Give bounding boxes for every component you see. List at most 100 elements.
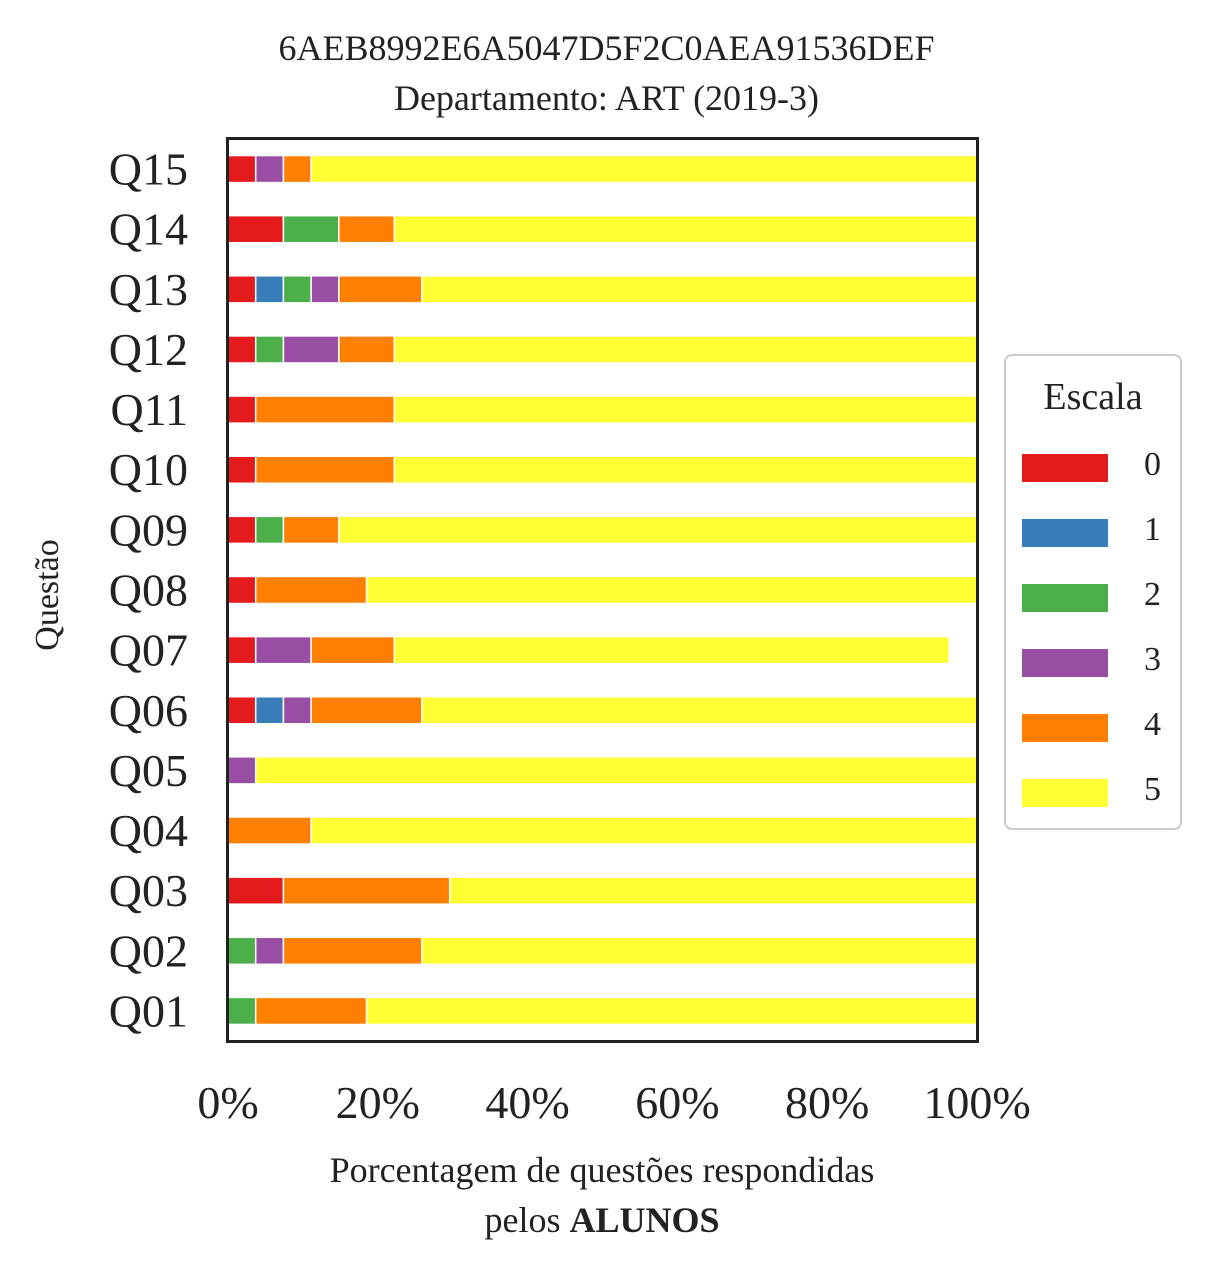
bar-segment-q11-scale-4: [254, 395, 396, 424]
y-tick-label-q13: Q13: [109, 264, 188, 315]
bar-segment-q06-scale-3: [282, 695, 312, 725]
bar-segment-q14-scale-2: [282, 214, 340, 244]
bar-segment-q12-scale-4: [338, 335, 396, 364]
x-tick-label: 80%: [785, 1077, 869, 1128]
bar-segment-q09-scale-2: [254, 515, 285, 545]
bar-segment-q14-scale-0: [227, 214, 285, 244]
legend-item-4: 4: [1006, 706, 1180, 746]
bar-segment-q02-scale-2: [227, 936, 257, 966]
y-tick-label-q07: Q07: [109, 625, 188, 676]
bar-segment-q12-scale-2: [254, 335, 285, 364]
bar-segment-q12-scale-0: [227, 335, 257, 364]
bar-segment-q15-scale-0: [227, 154, 257, 184]
legend-swatch-0: [1022, 454, 1108, 482]
legend-title: Escala: [1043, 376, 1143, 418]
bar-segment-q08-scale-5: [365, 575, 978, 605]
bar-segment-q13-scale-3: [310, 275, 340, 304]
bar-segment-q12-scale-3: [282, 335, 340, 364]
x-tick-label: 20%: [336, 1077, 420, 1128]
x-axis-label-prefix: pelos: [484, 1200, 561, 1240]
legend-swatch-3: [1022, 649, 1108, 677]
bar-segment-q06-scale-5: [421, 695, 978, 725]
bar-segment-q06-scale-1: [254, 695, 285, 725]
chart-subtitle: Departamento: ART (2019-3): [393, 78, 820, 118]
x-tick-label: 40%: [485, 1077, 569, 1128]
y-tick-label-q04: Q04: [109, 805, 188, 856]
bar-segment-q04-scale-4: [227, 816, 312, 845]
bar-segment-q09-scale-5: [338, 515, 978, 545]
y-tick-label-q12: Q12: [109, 324, 188, 375]
legend-item-3: 3: [1006, 641, 1180, 681]
y-tick-label-q01: Q01: [109, 985, 188, 1036]
y-tick-label-q02: Q02: [109, 925, 188, 976]
bar-segment-q08-scale-0: [227, 575, 257, 605]
bar-segment-q10-scale-0: [227, 455, 257, 485]
bar-segment-q02-scale-5: [421, 936, 978, 966]
legend-item-0: 0: [1006, 446, 1180, 486]
bar-segment-q12-scale-5: [393, 335, 978, 364]
bar-segment-q07-scale-0: [227, 635, 257, 665]
bar-segment-q13-scale-4: [338, 275, 423, 304]
chart-title: 6AEB8992E6A5047D5F2C0AEA91536DEF: [278, 28, 935, 68]
bar-segment-q06-scale-0: [227, 695, 257, 725]
bar-segment-q04-scale-5: [310, 816, 978, 845]
legend-label-0: 0: [1144, 446, 1161, 483]
x-axis-label-bold: ALUNOS: [569, 1200, 720, 1240]
legend-label-1: 1: [1144, 511, 1161, 548]
bar-segment-q10-scale-5: [393, 455, 978, 485]
x-axis-label-line1: Porcentagem de questões respondidas: [329, 1150, 875, 1190]
legend-label-2: 2: [1144, 576, 1161, 613]
bar-segment-q14-scale-4: [338, 214, 396, 244]
bar-segment-q09-scale-0: [227, 515, 257, 545]
y-tick-label-q08: Q08: [109, 565, 188, 616]
y-tick-label-q10: Q10: [109, 444, 188, 495]
x-tick-label: 0%: [197, 1077, 258, 1128]
legend-item-1: 1: [1006, 511, 1180, 551]
bar-segment-q05-scale-3: [227, 756, 257, 785]
bar-segment-q05-scale-5: [254, 756, 978, 785]
bar-segment-q06-scale-4: [310, 695, 423, 725]
x-tick-label: 100%: [923, 1077, 1030, 1128]
bar-segment-q13-scale-5: [421, 275, 978, 304]
y-tick-label-q15: Q15: [109, 144, 188, 195]
bar-segment-q11-scale-5: [393, 395, 978, 424]
legend-swatch-5: [1022, 779, 1108, 807]
legend-label-3: 3: [1144, 641, 1161, 678]
legend-swatch-1: [1022, 519, 1108, 547]
y-tick-label-q11: Q11: [110, 384, 188, 435]
legend-item-5: 5: [1006, 771, 1180, 811]
legend-item-2: 2: [1006, 576, 1180, 616]
bar-segment-q11-scale-0: [227, 395, 257, 424]
bar-segment-q01-scale-5: [365, 996, 978, 1026]
x-tick-label: 60%: [635, 1077, 719, 1128]
bar-segment-q01-scale-2: [227, 996, 257, 1026]
bar-segment-q13-scale-1: [254, 275, 285, 304]
y-tick-label-q06: Q06: [109, 685, 188, 736]
bar-segment-q08-scale-4: [254, 575, 368, 605]
y-tick-label-q09: Q09: [109, 504, 188, 555]
bar-segment-q03-scale-5: [448, 876, 978, 905]
legend-label-5: 5: [1144, 771, 1161, 808]
y-tick-label-q03: Q03: [109, 865, 188, 916]
y-axis-label: Questão: [29, 539, 66, 651]
bar-segment-q15-scale-3: [254, 154, 285, 184]
bar-segment-q02-scale-3: [254, 936, 285, 966]
bar-segment-q07-scale-4: [310, 635, 396, 665]
bar-segment-q15-scale-5: [310, 154, 978, 184]
bar-segment-q14-scale-5: [393, 214, 978, 244]
x-axis-label-line2: pelos ALUNOS: [202, 1202, 1002, 1238]
bar-segment-q07-scale-5: [393, 635, 951, 665]
bar-segment-q10-scale-4: [254, 455, 396, 485]
y-tick-label-q14: Q14: [109, 204, 188, 255]
legend: Escala 0 1 2 3 4 5: [1004, 354, 1182, 830]
legend-swatch-4: [1022, 714, 1108, 742]
bar-segment-q13-scale-0: [227, 275, 257, 304]
bar-segment-q03-scale-0: [227, 876, 285, 905]
legend-label-4: 4: [1144, 706, 1161, 743]
bar-segment-q13-scale-2: [282, 275, 312, 304]
bar-segment-q01-scale-4: [254, 996, 368, 1026]
bar-segment-q07-scale-3: [254, 635, 312, 665]
bar-segment-q02-scale-4: [282, 936, 423, 966]
y-tick-label-q05: Q05: [109, 745, 188, 796]
